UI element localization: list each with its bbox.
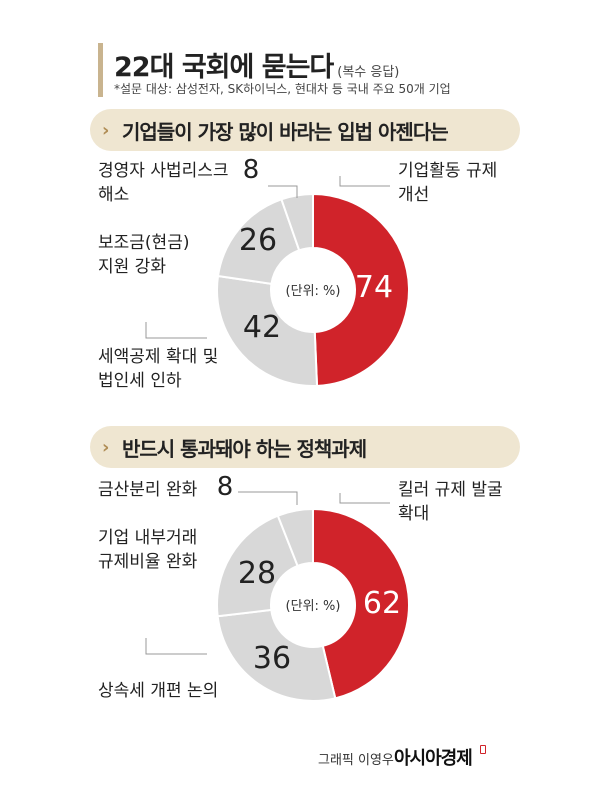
title-note: (복수 응답) <box>337 65 400 80</box>
brand-mark-icon <box>480 745 486 754</box>
leader-line <box>145 322 207 339</box>
donut-slice <box>312 507 410 700</box>
leader-line <box>238 491 298 505</box>
slice-category-label: 상속세 개편 논의 <box>98 681 218 701</box>
graphic-credit: 그래픽 이영우 <box>318 753 394 768</box>
slice-category-label: 법인세 인하 <box>98 371 182 391</box>
chevron-right-icon: › <box>102 119 110 141</box>
slice-category-label: 개선 <box>398 185 429 205</box>
slice-value-label: 8 <box>243 155 260 185</box>
donut-slice <box>216 608 337 702</box>
slice-category-label: 해소 <box>98 185 129 205</box>
leader-line <box>145 638 207 655</box>
slice-category-label: 세액공제 확대 및 <box>98 347 218 367</box>
slice-category-label: 기업 내부거래 <box>98 528 197 548</box>
leader-line <box>268 185 298 198</box>
section-header-1: › 기업들이 가장 많이 바라는 입법 아젠다는 <box>90 109 520 151</box>
slice-category-label: 확대 <box>398 504 429 524</box>
slice-value-label: 42 <box>243 310 281 345</box>
chevron-right-icon: › <box>102 436 110 458</box>
slice-value-label: 28 <box>238 556 276 591</box>
section-header-2: › 반드시 통과돼야 하는 정책과제 <box>90 426 520 468</box>
unit-label: (단위: %) <box>286 599 341 614</box>
brand-logo: 아시아경제 <box>394 748 473 769</box>
survey-note: *설문 대상: 삼성전자, SK하이닉스, 현대차 등 국내 주요 50개 기업 <box>114 82 451 96</box>
donut-slice <box>216 274 319 387</box>
page-title: 22대 국회에 묻는다 (복수 응답) <box>114 45 399 84</box>
donut-slice <box>312 192 410 387</box>
slice-category-label: 경영자 사법리스크 <box>98 161 229 181</box>
donut-slice <box>216 514 299 618</box>
slice-category-label: 지원 강화 <box>98 257 166 277</box>
slice-value-label: 74 <box>355 270 393 305</box>
leader-line <box>339 493 390 504</box>
slice-category-label: 킬러 규제 발굴 <box>398 480 503 500</box>
unit-label: (단위: %) <box>286 284 341 299</box>
section-title-1: 기업들이 가장 많이 바라는 입법 아젠다는 <box>122 119 449 144</box>
title-accent-bar <box>98 43 103 97</box>
slice-category-label: 규제비율 완화 <box>98 552 198 572</box>
slice-value-label: 36 <box>253 641 291 676</box>
slice-value-label: 8 <box>217 472 234 502</box>
donut-slice <box>276 507 314 568</box>
slice-category-label: 보조금(현금) <box>98 233 189 253</box>
leader-line <box>339 176 390 187</box>
section-title-2: 반드시 통과돼야 하는 정책과제 <box>122 436 367 461</box>
slice-category-label: 기업활동 규제 <box>398 161 497 181</box>
slice-value-label: 26 <box>239 223 277 258</box>
slice-category-label: 금산분리 완화 <box>98 480 198 500</box>
donut-slice <box>280 192 314 252</box>
title-text: 22대 국회에 묻는다 <box>114 52 334 83</box>
slice-value-label: 62 <box>363 586 401 621</box>
